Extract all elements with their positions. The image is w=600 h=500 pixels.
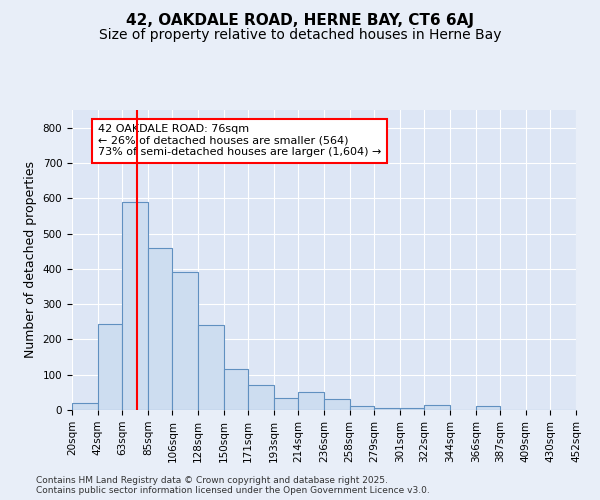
Bar — [374, 408, 400, 410]
Bar — [476, 406, 500, 410]
Bar — [424, 404, 450, 410]
Text: 42, OAKDALE ROAD, HERNE BAY, CT6 6AJ: 42, OAKDALE ROAD, HERNE BAY, CT6 6AJ — [126, 12, 474, 28]
Bar — [98, 324, 122, 410]
Bar — [298, 392, 324, 410]
Bar — [198, 326, 224, 410]
Bar — [274, 398, 298, 410]
Bar — [324, 400, 350, 410]
Bar — [248, 386, 274, 410]
Bar — [122, 202, 148, 410]
Text: Size of property relative to detached houses in Herne Bay: Size of property relative to detached ho… — [99, 28, 501, 42]
Y-axis label: Number of detached properties: Number of detached properties — [24, 162, 37, 358]
Bar — [172, 272, 198, 410]
Bar — [400, 408, 424, 410]
Bar — [148, 248, 172, 410]
Bar — [224, 370, 248, 410]
Bar — [72, 403, 98, 410]
Bar — [350, 406, 374, 410]
Text: 42 OAKDALE ROAD: 76sqm
← 26% of detached houses are smaller (564)
73% of semi-de: 42 OAKDALE ROAD: 76sqm ← 26% of detached… — [98, 124, 381, 158]
Text: Contains HM Land Registry data © Crown copyright and database right 2025.
Contai: Contains HM Land Registry data © Crown c… — [36, 476, 430, 495]
